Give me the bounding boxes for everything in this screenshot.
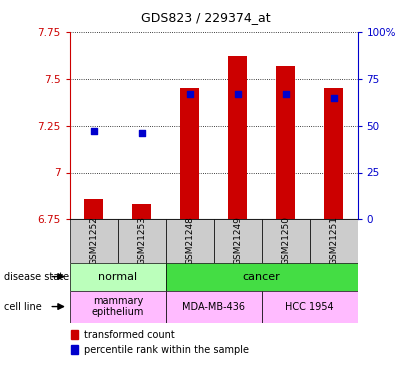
- Text: percentile rank within the sample: percentile rank within the sample: [84, 345, 249, 355]
- Text: GSM21249: GSM21249: [233, 216, 242, 266]
- Bar: [71, 330, 78, 339]
- Bar: [132, 204, 151, 219]
- Bar: [84, 199, 104, 219]
- Point: [234, 91, 241, 97]
- Point: [90, 128, 97, 134]
- Bar: [180, 88, 199, 219]
- Bar: [71, 345, 78, 354]
- Point: [187, 91, 193, 97]
- Bar: [118, 219, 166, 262]
- Text: cell line: cell line: [4, 302, 42, 312]
- Point: [282, 91, 289, 97]
- Bar: [166, 219, 214, 262]
- Bar: [228, 56, 247, 219]
- Text: GSM21251: GSM21251: [329, 216, 338, 266]
- Text: transformed count: transformed count: [84, 330, 175, 340]
- Text: GDS823 / 229374_at: GDS823 / 229374_at: [141, 11, 270, 24]
- Point: [139, 130, 145, 136]
- Bar: [70, 219, 118, 262]
- Point: [330, 94, 337, 100]
- Bar: [214, 219, 262, 262]
- Text: MDA-MB-436: MDA-MB-436: [182, 302, 245, 312]
- Bar: [309, 219, 358, 262]
- Bar: [324, 88, 343, 219]
- Bar: [70, 262, 166, 291]
- Bar: [262, 291, 358, 322]
- Bar: [276, 66, 295, 219]
- Text: GSM21252: GSM21252: [89, 216, 98, 266]
- Bar: [166, 291, 262, 322]
- Bar: [166, 262, 358, 291]
- Bar: [70, 291, 166, 322]
- Text: GSM21248: GSM21248: [185, 216, 194, 266]
- Text: GSM21253: GSM21253: [137, 216, 146, 266]
- Bar: [262, 219, 309, 262]
- Text: mammary
epithelium: mammary epithelium: [92, 296, 144, 317]
- Text: normal: normal: [98, 272, 137, 282]
- Text: cancer: cancer: [243, 272, 281, 282]
- Text: GSM21250: GSM21250: [281, 216, 290, 266]
- Text: disease state: disease state: [4, 272, 69, 282]
- Text: HCC 1954: HCC 1954: [285, 302, 334, 312]
